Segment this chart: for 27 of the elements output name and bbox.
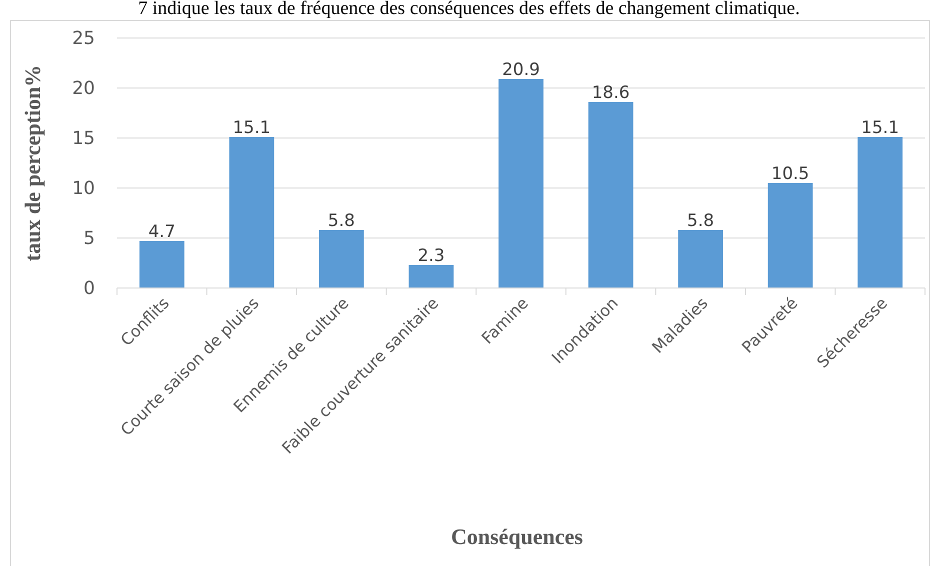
data-label: 10.5 <box>771 164 810 184</box>
y-tick-label: 5 <box>84 228 95 249</box>
bar <box>858 137 903 288</box>
text: 7 indique les taux de fréquence des conséquences des effets de changement climatique. <box>138 0 800 19</box>
y-tick-label: 20 <box>72 78 95 99</box>
data-label: 2.3 <box>418 246 445 266</box>
x-axis-title: Conséquences <box>450 524 584 549</box>
data-label: 20.9 <box>502 60 540 80</box>
y-tick-label: 25 <box>72 28 95 49</box>
y-axis-title: taux de perception% <box>20 64 45 262</box>
data-label: 5.8 <box>328 211 355 231</box>
bar <box>678 230 723 288</box>
bar <box>588 102 634 288</box>
y-tick-label: 10 <box>72 178 95 199</box>
y-tick-label: 0 <box>84 278 95 299</box>
bar <box>408 265 454 288</box>
bar <box>319 230 364 288</box>
data-label: 5.8 <box>687 211 714 231</box>
bar <box>768 183 813 288</box>
bar <box>229 137 274 288</box>
bar <box>139 241 184 288</box>
data-label: 4.7 <box>148 222 176 242</box>
data-label: 18.6 <box>592 83 630 103</box>
bar <box>498 79 544 288</box>
data-label: 15.1 <box>232 118 271 138</box>
data-label: 15.1 <box>861 118 900 138</box>
y-tick-label: 15 <box>72 128 95 149</box>
